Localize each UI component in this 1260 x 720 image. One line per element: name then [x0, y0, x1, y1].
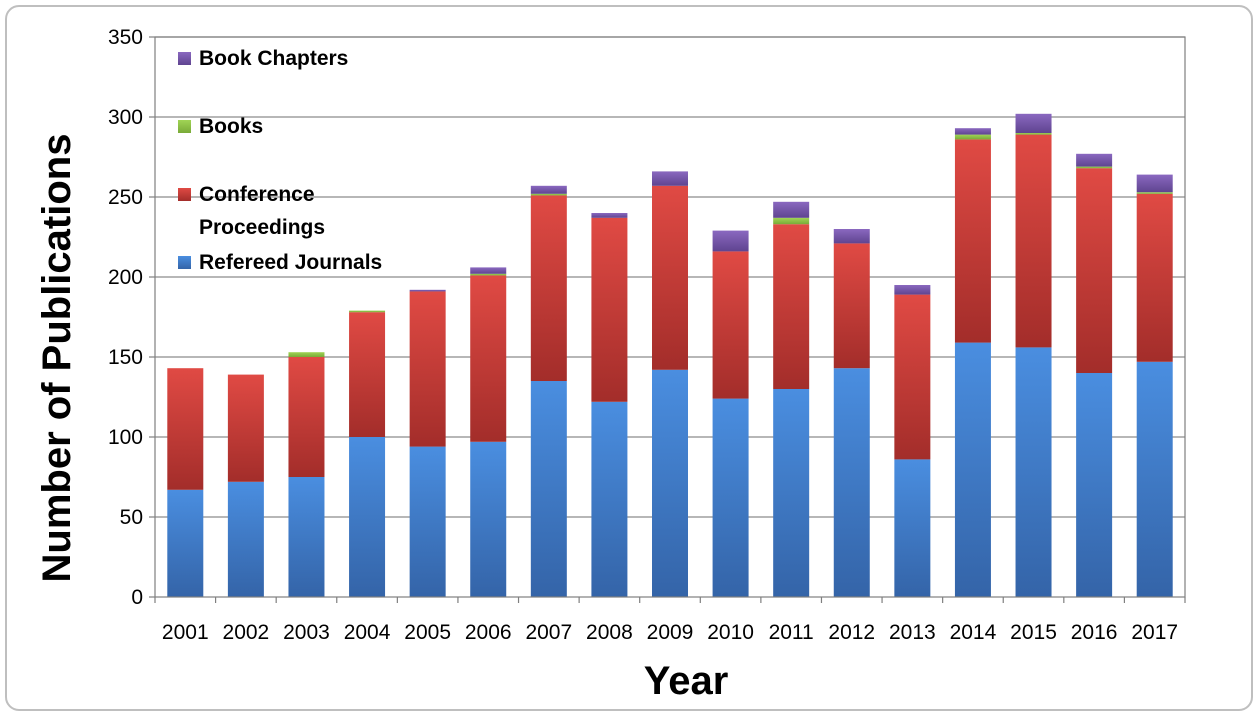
bar-conference-proceedings-2004	[349, 312, 386, 437]
legend: Book Chapters Books Conference Proceedings R…	[178, 47, 382, 274]
legend-swatch-conference-proceedings	[178, 188, 191, 201]
legend-label-books: Books	[199, 115, 263, 138]
bar-refereed-journals-2014	[954, 342, 991, 597]
plot-area-border	[154, 36, 1186, 598]
legend-label-conference-proceedings: Conference Proceedings	[199, 183, 325, 239]
x-tick-label: 2003	[283, 621, 330, 644]
bar-refereed-journals-2011	[773, 389, 810, 597]
bar-refereed-journals-2008	[591, 401, 628, 597]
bar-book-chapters-2015	[1015, 113, 1052, 133]
legend-swatch-refereed-journals	[178, 256, 191, 269]
x-tick-label: 2008	[586, 621, 633, 644]
x-axis-title: Year	[644, 659, 729, 703]
bar-books-2011	[773, 217, 810, 225]
bar-books-2007	[530, 193, 567, 196]
bar-books-2016	[1076, 166, 1113, 169]
bar-conference-proceedings-2017	[1136, 193, 1173, 362]
bar-book-chapters-2010	[712, 230, 749, 252]
bar-refereed-journals-2013	[894, 459, 931, 597]
bar-conference-proceedings-2012	[833, 243, 870, 369]
bar-books-2015	[1015, 133, 1052, 135]
bar-books-2017	[1136, 192, 1173, 194]
y-axis-title: Number of Publications	[35, 134, 79, 583]
bar-refereed-journals-2012	[833, 368, 870, 597]
bar-conference-proceedings-2001	[167, 368, 204, 490]
x-tick-label: 2002	[223, 621, 270, 644]
bar-refereed-journals-2001	[167, 489, 204, 597]
bar-conference-proceedings-2007	[530, 195, 567, 381]
bar-refereed-journals-2005	[409, 446, 446, 597]
x-tick-labels: 2001 2002 2003 2004 2005 2006 2007 2008 2009 2010…	[162, 621, 1178, 644]
x-tick-label: 2017	[1131, 621, 1178, 644]
y-tick-label: 50	[120, 506, 143, 529]
bar-book-chapters-2011	[773, 201, 810, 218]
bar-conference-proceedings-2014	[954, 139, 991, 343]
bar-conference-proceedings-2010	[712, 251, 749, 399]
bar-refereed-journals-2002	[227, 481, 264, 597]
bar-conference-proceedings-2015	[1015, 134, 1052, 348]
bar-conference-proceedings-2013	[894, 294, 931, 460]
bar-books-2006	[470, 273, 507, 276]
x-tick-label: 2005	[404, 621, 451, 644]
bar-book-chapters-2008	[591, 213, 628, 218]
bar-conference-proceedings-2008	[591, 217, 628, 402]
x-tick-label: 2007	[525, 621, 572, 644]
bar-books-2003	[288, 352, 325, 357]
y-tick-label: 250	[108, 186, 143, 209]
bar-book-chapters-2007	[530, 185, 567, 194]
x-tick-label: 2004	[344, 621, 391, 644]
bar-conference-proceedings-2003	[288, 357, 325, 477]
x-tick-label: 2015	[1010, 621, 1057, 644]
bar-book-chapters-2014	[954, 128, 991, 135]
bar-refereed-journals-2004	[349, 437, 386, 597]
y-tick-labels: 0 50 100 150 200 250 300 350	[108, 26, 143, 609]
x-tick-label: 2012	[828, 621, 875, 644]
bar-conference-proceedings-2002	[227, 374, 264, 482]
y-tick-label: 200	[108, 266, 143, 289]
bar-refereed-journals-2010	[712, 398, 749, 597]
bar-refereed-journals-2007	[530, 381, 567, 597]
bar-book-chapters-2012	[833, 229, 870, 244]
x-tick-label: 2013	[889, 621, 936, 644]
legend-label-refereed-journals: Refereed Journals	[199, 251, 382, 274]
bar-books-2014	[954, 134, 991, 140]
bars-group	[167, 113, 1173, 597]
bar-book-chapters-2006	[470, 267, 507, 274]
legend-label-book-chapters: Book Chapters	[199, 47, 348, 70]
bar-book-chapters-2009	[652, 171, 688, 186]
bar-book-chapters-2005	[409, 289, 446, 292]
bar-conference-proceedings-2009	[652, 185, 688, 370]
axes	[149, 36, 1186, 603]
bar-refereed-journals-2009	[652, 369, 688, 597]
bar-refereed-journals-2003	[288, 477, 325, 597]
x-tick-label: 2006	[465, 621, 512, 644]
bar-book-chapters-2013	[894, 285, 931, 295]
bar-conference-proceedings-2016	[1076, 168, 1113, 373]
bar-conference-proceedings-2006	[470, 275, 507, 442]
bar-book-chapters-2016	[1076, 153, 1113, 167]
bar-refereed-journals-2016	[1076, 373, 1113, 597]
bar-book-chapters-2017	[1136, 174, 1173, 193]
bar-refereed-journals-2006	[470, 441, 507, 597]
x-tick-label: 2014	[950, 621, 997, 644]
bar-books-2004	[349, 310, 386, 313]
x-tick-label: 2001	[162, 621, 209, 644]
x-tick-label: 2011	[769, 621, 814, 644]
bar-conference-proceedings-2005	[409, 291, 446, 447]
y-tick-label: 100	[108, 426, 143, 449]
x-tick-label: 2016	[1071, 621, 1118, 644]
legend-swatch-book-chapters	[178, 52, 191, 65]
x-tick-label: 2009	[647, 621, 694, 644]
bar-refereed-journals-2015	[1015, 347, 1052, 597]
y-tick-label: 0	[131, 586, 143, 609]
bar-conference-proceedings-2011	[773, 224, 810, 389]
x-tick-label: 2010	[707, 621, 754, 644]
y-tick-label: 350	[108, 26, 143, 49]
legend-swatch-books	[178, 120, 191, 133]
y-tick-label: 300	[108, 106, 143, 129]
y-tick-label: 150	[108, 346, 143, 369]
bar-refereed-journals-2017	[1136, 361, 1173, 597]
